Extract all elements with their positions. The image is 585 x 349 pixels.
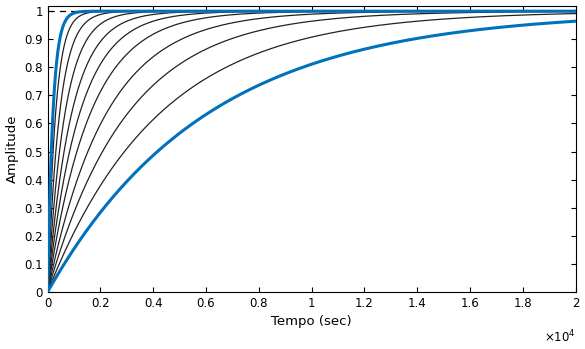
Y-axis label: Amplitude: Amplitude	[5, 114, 19, 183]
Text: $\times10^4$: $\times10^4$	[544, 329, 576, 346]
X-axis label: Tempo (sec): Tempo (sec)	[271, 315, 352, 328]
